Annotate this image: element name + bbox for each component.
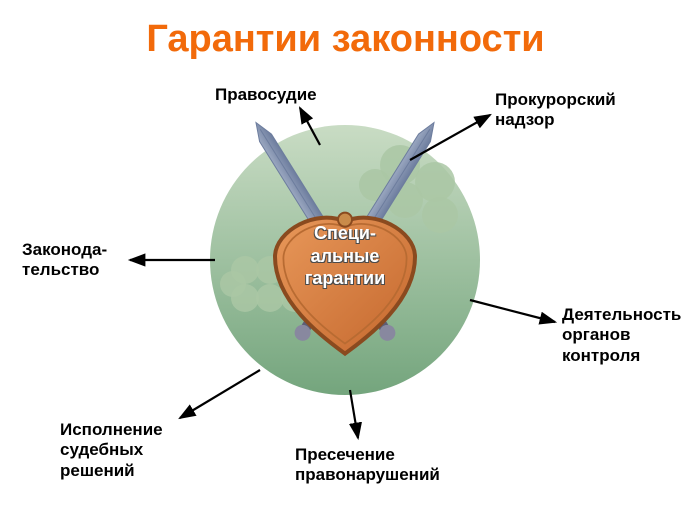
label-justice: Правосудие xyxy=(215,85,317,105)
arrow-enforcement xyxy=(180,370,260,418)
label-suppression: Пресечение правонарушений xyxy=(295,445,440,486)
arrow-control xyxy=(470,300,555,322)
arrow-suppression xyxy=(350,390,358,438)
label-enforcement: Исполнение судебных решений xyxy=(60,420,163,481)
center-label: Специ- альные гарантии xyxy=(285,222,405,290)
label-prosecutor: Прокурорский надзор xyxy=(495,90,616,131)
label-control: Деятельность органов контроля xyxy=(562,305,681,366)
label-legislation: Законода- тельство xyxy=(22,240,107,281)
